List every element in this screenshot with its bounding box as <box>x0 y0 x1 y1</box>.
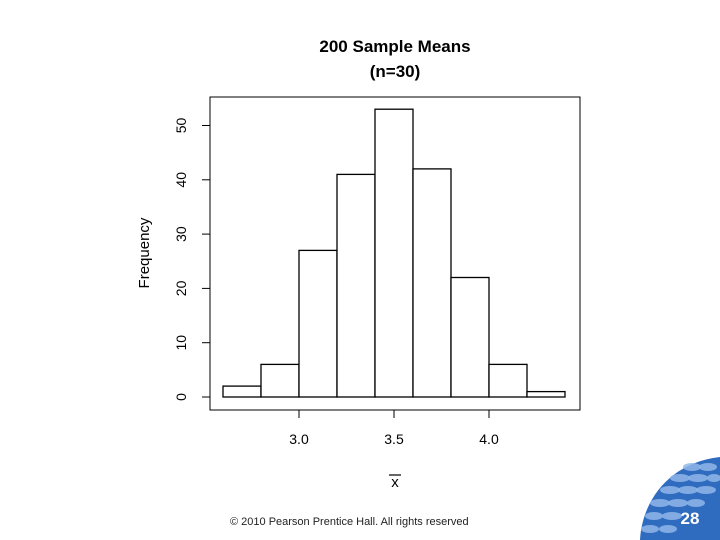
badge-spot <box>696 486 716 494</box>
badge-spot <box>707 474 720 482</box>
badge-spot <box>688 474 708 482</box>
histogram-bar <box>374 108 414 398</box>
footer-copyright: © 2010 Pearson Prentice Hall. All rights… <box>230 516 469 528</box>
y-tick-label: 10 <box>173 335 189 351</box>
histogram-bar <box>336 173 376 398</box>
page-number: 28 <box>680 509 700 528</box>
badge-spot <box>659 525 677 533</box>
badge-spot <box>683 463 701 471</box>
histogram-bar <box>260 363 300 398</box>
x-tick-label: 3.5 <box>384 431 404 447</box>
histogram-bar <box>298 249 338 398</box>
y-axis: 0 10 20 30 40 50 <box>173 118 211 401</box>
x-axis: 3.0 3.5 4.0 <box>289 409 499 447</box>
badge-spot <box>699 463 717 471</box>
histogram-bar <box>412 168 452 398</box>
badge-spot <box>645 512 663 520</box>
histogram-bar <box>488 363 528 398</box>
y-tick-label: 30 <box>173 226 189 242</box>
badge-spot <box>678 486 698 494</box>
badge-spot <box>662 512 682 520</box>
x-tick-label: 4.0 <box>479 431 499 447</box>
histogram-bar <box>450 276 490 398</box>
y-tick-label: 0 <box>173 393 189 401</box>
bars-layer <box>222 108 566 398</box>
badge-spot <box>641 525 659 533</box>
badge-spot <box>650 499 670 507</box>
y-axis-label: Frequency <box>136 217 153 288</box>
badge-spot <box>670 474 690 482</box>
x-axis-label: x <box>391 474 399 491</box>
y-tick-label: 50 <box>173 118 189 134</box>
badge-spot <box>660 486 680 494</box>
histogram-bar <box>222 385 262 398</box>
chart-title: 200 Sample Means <box>319 37 470 56</box>
y-tick-label: 20 <box>173 280 189 296</box>
histogram-bar <box>526 390 566 398</box>
badge-spot <box>668 499 688 507</box>
y-tick-label: 40 <box>173 172 189 188</box>
badge-spot <box>687 499 705 507</box>
chart-subtitle: (n=30) <box>370 62 421 81</box>
x-tick-label: 3.0 <box>289 431 309 447</box>
page-badge <box>640 457 720 540</box>
